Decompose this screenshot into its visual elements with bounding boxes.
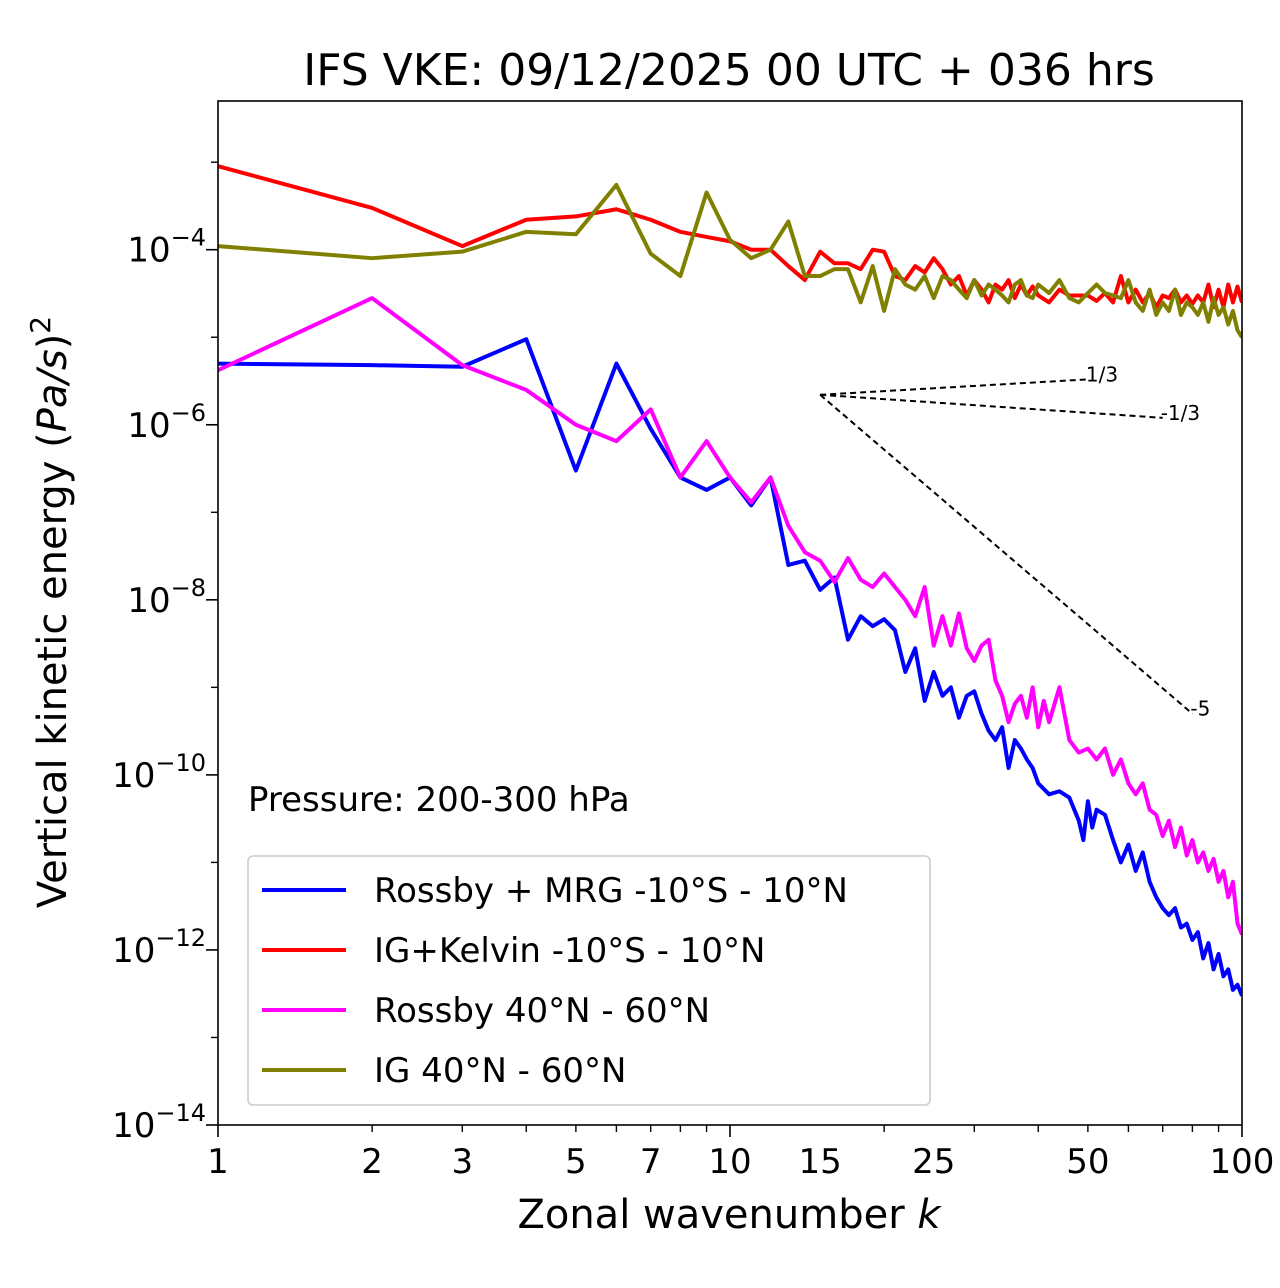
x-tick-label: 10 xyxy=(708,1142,751,1182)
series-line-3 xyxy=(218,296,1242,936)
x-axis-label: Zonal wavenumber k xyxy=(517,1192,942,1238)
legend-label-1: Rossby + MRG -10°S - 10°N xyxy=(374,871,848,911)
y-tick-label: 10−12 xyxy=(112,924,206,971)
series-layer xyxy=(218,164,1242,997)
y-axis-label-var: Pa/s xyxy=(30,349,76,432)
legend: Rossby + MRG -10°S - 10°N IG+Kelvin -10°S… xyxy=(247,855,931,1106)
x-tick-label: 2 xyxy=(361,1142,383,1182)
x-tick-label: 25 xyxy=(912,1142,955,1182)
legend-box xyxy=(247,855,931,1106)
legend-items: Rossby + MRG -10°S - 10°N IG+Kelvin -10°S… xyxy=(262,871,848,1091)
y-tick-label: 10−6 xyxy=(127,399,206,446)
y-axis-ticks: 10−4 10−6 10−8 10−10 10−12 10−14 xyxy=(112,161,218,1146)
x-tick-label: 15 xyxy=(799,1142,842,1182)
series-line-1 xyxy=(218,337,1242,997)
chart-title: IFS VKE: 09/12/2025 00 UTC + 036 hrs xyxy=(303,45,1155,96)
reference-line-1 xyxy=(820,378,1088,396)
x-tick-label: 5 xyxy=(565,1142,587,1182)
legend-label-3: Rossby 40°N - 60°N xyxy=(374,991,710,1031)
x-axis-ticks: 1 2 3 5 7 10 15 25 50 100 xyxy=(207,1125,1274,1182)
reference-line-3 xyxy=(819,394,1194,715)
y-axis-label-close: ) xyxy=(30,334,76,350)
legend-label-4: IG 40°N - 60°N xyxy=(374,1051,626,1091)
y-tick-label: 10−4 xyxy=(127,224,206,271)
x-tick-label: 7 xyxy=(640,1142,662,1182)
y-tick-label: 10−8 xyxy=(127,574,206,621)
x-tick-label: 1 xyxy=(207,1142,229,1182)
series-line-4 xyxy=(218,182,1242,339)
y-axis-label-main: Vertical kinetic energy ( xyxy=(30,432,76,908)
x-tick-label: 3 xyxy=(451,1142,473,1182)
reference-labels: 1/3 -1/3 -5 xyxy=(1086,362,1210,720)
reference-label-1: 1/3 xyxy=(1086,362,1118,386)
y-tick-label: 10−14 xyxy=(112,1099,206,1146)
x-axis-label-main: Zonal wavenumber xyxy=(517,1192,917,1238)
reference-label-3: -5 xyxy=(1190,697,1210,721)
x-axis-label-var: k xyxy=(917,1192,942,1238)
y-axis-label: Vertical kinetic energy (Pa/s)2 xyxy=(24,316,76,908)
y-tick-label: 10−10 xyxy=(112,749,206,796)
reference-lines xyxy=(819,378,1194,715)
reference-label-2: -1/3 xyxy=(1161,401,1200,425)
reference-line-2 xyxy=(820,393,1163,419)
x-tick-label: 50 xyxy=(1066,1142,1109,1182)
y-axis-label-exp: 2 xyxy=(24,316,57,334)
x-tick-label: 100 xyxy=(1210,1142,1275,1182)
pressure-annotation: Pressure: 200-300 hPa xyxy=(248,780,630,820)
legend-label-2: IG+Kelvin -10°S - 10°N xyxy=(374,931,765,971)
